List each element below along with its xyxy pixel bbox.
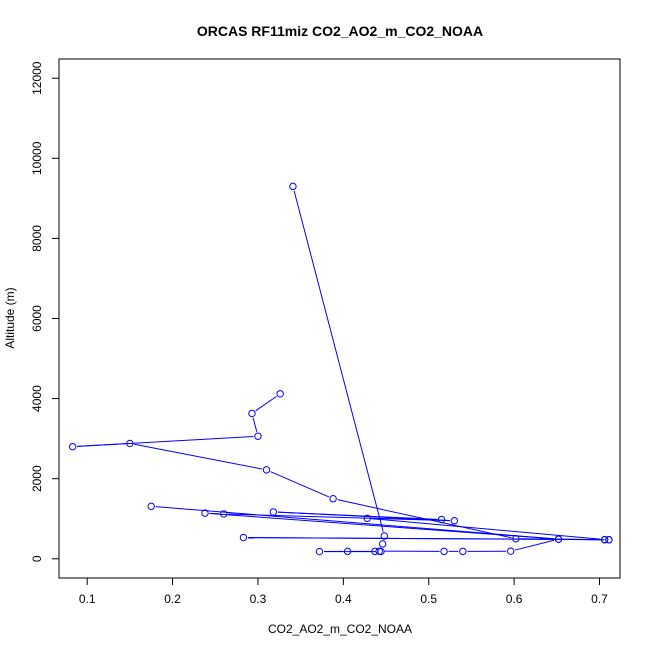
data-point [220,510,228,518]
series-segment [277,511,438,520]
data-point [554,535,563,543]
y-tick-label: 2000 [30,465,44,492]
data-point [254,432,262,440]
data-point [276,390,284,398]
y-tick-label: 8000 [30,225,44,252]
series-segment [252,417,258,433]
chart-title: ORCAS RF11miz CO2_AO2_m_CO2_NOAA [197,23,483,39]
series-segment [255,395,277,412]
data-point [378,540,387,548]
series-segment [77,435,254,447]
y-tick-label: 0 [30,555,44,562]
series-segment [371,517,438,520]
x-tick-label: 0.5 [420,592,437,606]
series-segment [371,518,601,540]
series-segment [247,537,605,541]
y-axis: 0 2000 4000 6000 8000 10000 12000 [30,61,60,562]
x-tick-label: 0.7 [591,592,608,606]
data-point [329,495,337,503]
series-segment [270,471,330,498]
data-point [315,547,324,556]
data-point [262,466,271,474]
data-point [147,502,155,511]
y-axis-label: Altitude (m) [3,287,17,348]
data-point [126,439,134,448]
data-point [239,533,248,542]
series-segment [293,190,384,532]
data-point [269,508,278,516]
x-axis: 0.1 0.2 0.3 0.4 0.5 0.6 0.7 [79,577,608,606]
data-point [289,182,297,191]
series-segment [134,443,263,470]
data-point [600,535,609,544]
data-point [605,536,613,544]
data-point [68,442,77,451]
series-layer [68,182,613,556]
series-segment [209,512,555,540]
data-point [450,517,459,525]
y-tick-label: 12000 [30,61,44,95]
data-point [507,547,515,555]
x-tick-label: 0.4 [335,592,352,606]
x-tick-label: 0.2 [164,592,181,606]
data-point [363,514,371,523]
data-point [459,547,467,556]
data-point [371,547,379,556]
y-tick-label: 6000 [30,305,44,332]
data-point [440,547,448,556]
x-tick-label: 0.6 [506,592,523,606]
data-point [343,547,352,556]
data-point [437,515,446,524]
y-tick-label: 4000 [30,385,44,412]
x-axis-label: CO2_AO2_m_CO2_NOAA [268,622,412,636]
data-point [248,409,256,418]
x-tick-label: 0.1 [79,592,96,606]
series-segment [514,539,555,551]
data-point [201,509,209,517]
data-point [375,547,383,555]
x-tick-label: 0.3 [250,592,267,606]
data-point [380,532,389,540]
y-tick-label: 10000 [30,141,44,175]
